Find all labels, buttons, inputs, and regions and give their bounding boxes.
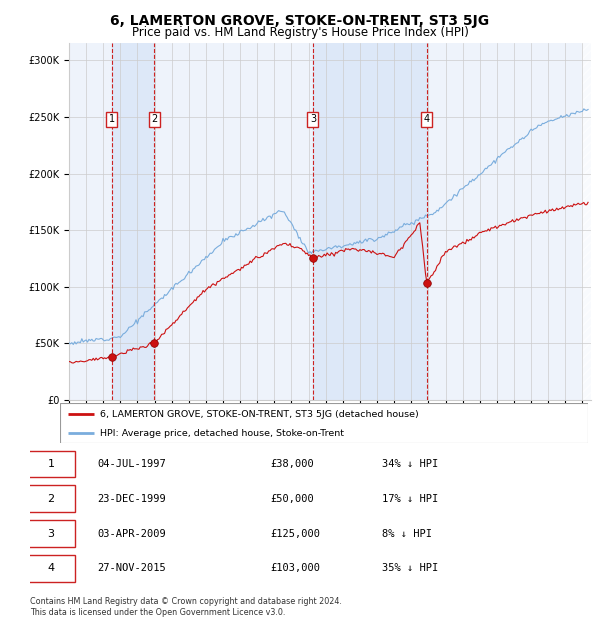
Text: 2: 2	[47, 494, 55, 503]
Text: 3: 3	[47, 529, 55, 539]
Text: Contains HM Land Registry data © Crown copyright and database right 2024.
This d: Contains HM Land Registry data © Crown c…	[30, 598, 342, 617]
Text: 4: 4	[424, 114, 430, 124]
Text: 4: 4	[47, 564, 55, 574]
Text: 8% ↓ HPI: 8% ↓ HPI	[382, 529, 431, 539]
Text: 3: 3	[310, 114, 316, 124]
Text: £125,000: £125,000	[270, 529, 320, 539]
Text: 04-JUL-1997: 04-JUL-1997	[97, 459, 166, 469]
Text: 35% ↓ HPI: 35% ↓ HPI	[382, 564, 438, 574]
FancyBboxPatch shape	[27, 485, 74, 512]
Bar	[112, 43, 154, 400]
Text: 1: 1	[109, 114, 115, 124]
Text: 03-APR-2009: 03-APR-2009	[97, 529, 166, 539]
Text: 6, LAMERTON GROVE, STOKE-ON-TRENT, ST3 5JG (detached house): 6, LAMERTON GROVE, STOKE-ON-TRENT, ST3 5…	[100, 410, 418, 418]
Text: Price paid vs. HM Land Registry's House Price Index (HPI): Price paid vs. HM Land Registry's House …	[131, 26, 469, 39]
FancyBboxPatch shape	[27, 556, 74, 582]
Text: 2: 2	[151, 114, 157, 124]
FancyBboxPatch shape	[27, 451, 74, 477]
Text: 1: 1	[47, 459, 55, 469]
Bar	[583, 43, 591, 400]
Text: 6, LAMERTON GROVE, STOKE-ON-TRENT, ST3 5JG: 6, LAMERTON GROVE, STOKE-ON-TRENT, ST3 5…	[110, 14, 490, 28]
Text: 27-NOV-2015: 27-NOV-2015	[97, 564, 166, 574]
Text: 23-DEC-1999: 23-DEC-1999	[97, 494, 166, 503]
Text: HPI: Average price, detached house, Stoke-on-Trent: HPI: Average price, detached house, Stok…	[100, 428, 344, 438]
Text: £38,000: £38,000	[270, 459, 314, 469]
Text: £50,000: £50,000	[270, 494, 314, 503]
Text: £103,000: £103,000	[270, 564, 320, 574]
Text: 34% ↓ HPI: 34% ↓ HPI	[382, 459, 438, 469]
Text: 17% ↓ HPI: 17% ↓ HPI	[382, 494, 438, 503]
FancyBboxPatch shape	[27, 520, 74, 547]
Bar	[313, 43, 427, 400]
